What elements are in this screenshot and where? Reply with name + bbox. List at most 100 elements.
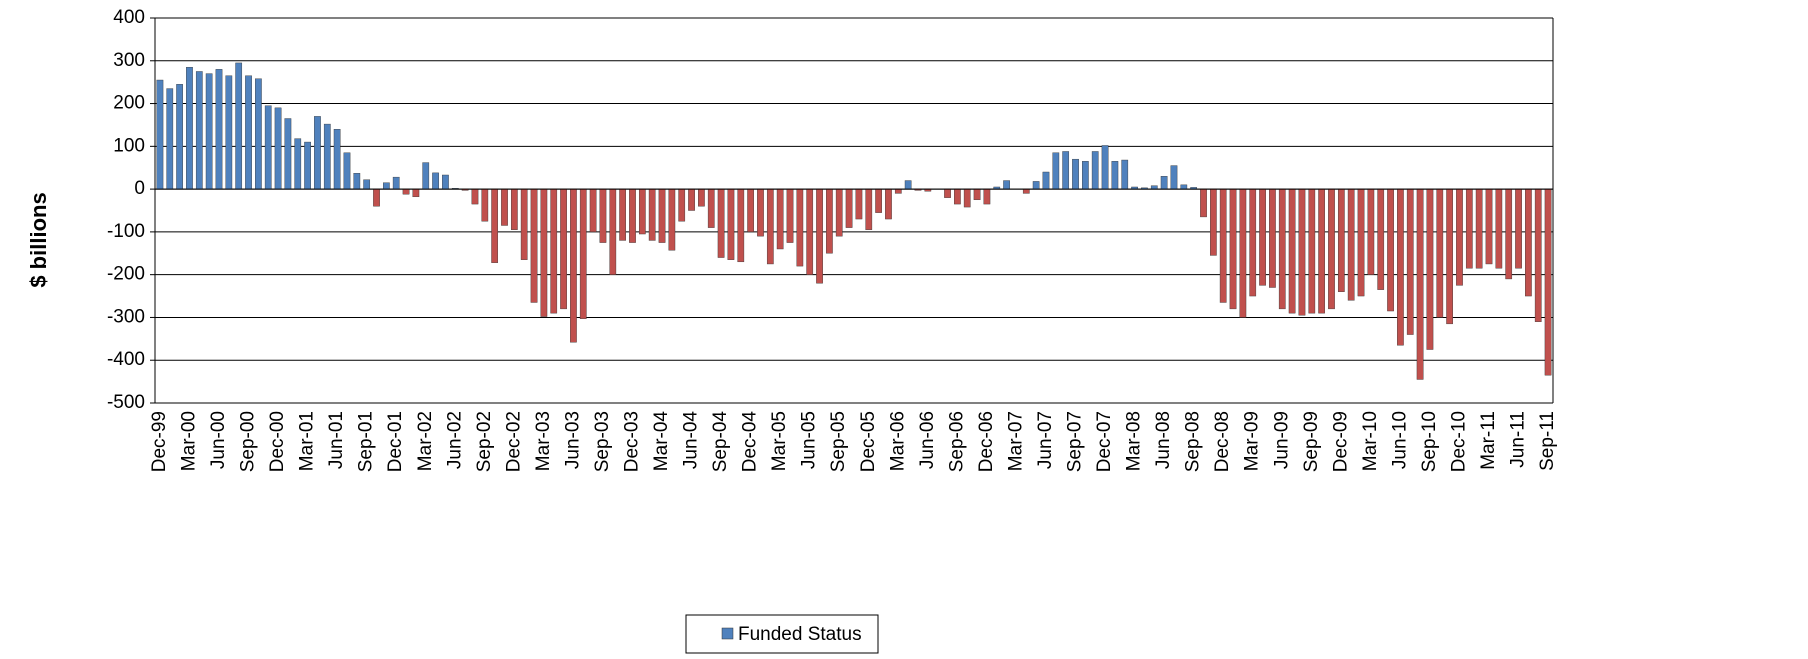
bar [1318, 188, 1325, 314]
bar [274, 107, 282, 190]
x-tick-label: Jun-10 [1389, 411, 1410, 469]
bar [343, 152, 351, 190]
bar [176, 84, 183, 190]
bar [1022, 188, 1030, 194]
x-tick-label: Dec-02 [503, 411, 524, 472]
legend-box [685, 614, 879, 654]
bar [520, 188, 528, 260]
bar [589, 188, 597, 233]
bar [245, 75, 252, 190]
bar [1446, 188, 1453, 325]
x-tick-label: Sep-11 [1537, 411, 1558, 471]
x-tick-label: Sep-06 [946, 411, 967, 472]
bar [156, 79, 164, 190]
bar [766, 188, 774, 265]
x-tick-label: Mar-01 [297, 411, 318, 471]
bar [609, 188, 617, 275]
bar [1387, 188, 1394, 312]
bar [737, 188, 745, 263]
y-tick-label: -400 [107, 349, 145, 370]
bar [205, 73, 213, 190]
x-tick-label: Jun-01 [326, 411, 347, 469]
bar [727, 188, 735, 260]
bar [166, 88, 174, 190]
bar [648, 188, 656, 241]
x-tick-label: Mar-00 [178, 411, 199, 471]
bar [1377, 188, 1385, 290]
bar [845, 188, 853, 228]
x-tick-label: Sep-09 [1301, 411, 1322, 472]
bar [806, 188, 814, 275]
bar [1180, 184, 1188, 190]
bar [954, 188, 961, 205]
bar [412, 188, 420, 198]
bar [865, 188, 873, 230]
bar [501, 188, 508, 226]
x-tick-label: Jun-06 [917, 411, 938, 469]
bar [442, 174, 449, 190]
bar [619, 188, 626, 241]
bar [1505, 188, 1513, 280]
bar [1229, 188, 1237, 310]
bar [855, 188, 863, 220]
bar [963, 188, 971, 208]
bar [550, 188, 558, 314]
bar [1082, 161, 1089, 190]
bar [570, 188, 577, 343]
x-tick-label: Jun-11 [1508, 411, 1529, 468]
bar [1209, 188, 1217, 256]
bar [579, 188, 587, 319]
bar [776, 188, 784, 250]
bar [747, 188, 754, 233]
y-tick-label: 0 [134, 178, 145, 199]
x-tick-label: Sep-05 [828, 411, 849, 472]
x-tick-label: Sep-01 [356, 411, 377, 472]
bar [304, 141, 311, 190]
bar [363, 179, 371, 190]
y-tick-label: 300 [113, 50, 145, 71]
x-tick-label: Sep-07 [1065, 411, 1086, 472]
x-tick-label: Dec-10 [1448, 411, 1469, 472]
bar [1288, 188, 1296, 314]
x-tick-label: Mar-08 [1124, 411, 1145, 471]
x-tick-label: Jun-00 [208, 411, 229, 469]
x-tick-label: Dec-05 [858, 411, 879, 472]
bar [983, 188, 991, 205]
x-tick-label: Sep-03 [592, 411, 613, 472]
bar [1544, 188, 1552, 376]
bar [383, 182, 390, 190]
bar [717, 188, 725, 258]
bar [786, 188, 794, 243]
bar [658, 188, 666, 243]
bar [471, 188, 479, 205]
legend-label: Funded Status [738, 624, 862, 645]
x-tick-label: Dec-06 [976, 411, 997, 472]
bar [944, 188, 951, 198]
x-tick-label: Mar-04 [651, 411, 672, 472]
x-tick-label: Mar-05 [769, 411, 790, 471]
bar [1003, 180, 1010, 190]
bar [885, 188, 892, 220]
x-tick-label: Dec-04 [740, 411, 761, 473]
bar [1485, 188, 1493, 265]
legend-swatch [721, 627, 734, 640]
bar [1465, 188, 1473, 269]
bar [1121, 159, 1129, 190]
bar [894, 188, 902, 194]
bar [510, 188, 518, 230]
y-tick-label: -500 [107, 392, 145, 413]
bar [668, 188, 676, 251]
bar [402, 188, 410, 195]
bar [481, 188, 489, 222]
bar [353, 173, 361, 190]
bar [186, 66, 193, 190]
bar [284, 118, 292, 190]
bar [1347, 188, 1355, 301]
x-tick-label: Mar-06 [887, 411, 908, 471]
x-tick-label: Mar-02 [415, 411, 436, 471]
bar [1111, 161, 1119, 190]
bar [1239, 188, 1247, 318]
x-tick-label: Dec-01 [385, 411, 406, 472]
bar [314, 116, 321, 190]
